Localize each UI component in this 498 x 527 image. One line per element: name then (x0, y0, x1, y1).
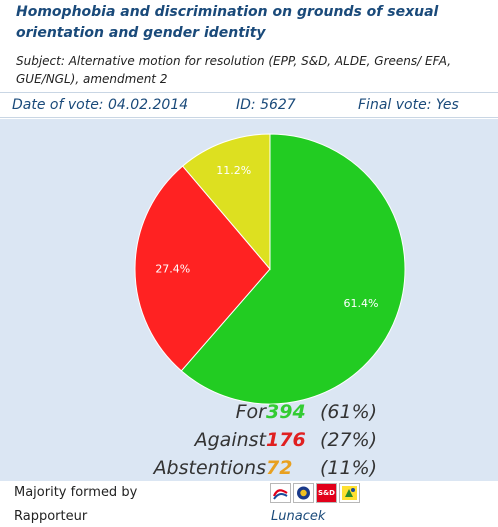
rapporteur-label: Rapporteur (14, 509, 88, 524)
majority-label: Majority formed by (14, 485, 138, 500)
pie-slice-for (180, 133, 406, 405)
results-panel: 61.4% 27.4% 11.2% For 394 (61%) Against 17… (0, 119, 498, 481)
tally-against-label: Against (194, 429, 266, 451)
tally-abstentions-count: 72 (266, 457, 293, 479)
page-title: Homophobia and discrimination on grounds… (16, 4, 439, 41)
tally-for-percent: (61%) (320, 401, 378, 423)
pie-label-against: 27.4% (155, 262, 190, 275)
pie-slice-against (134, 165, 271, 372)
alde-logo-icon (293, 483, 314, 503)
vote-date: Date of vote: 04.02.2014 (12, 97, 189, 113)
footer: Majority formed by S&D Rapporteur Lunac (0, 481, 498, 527)
pie-slice-abstentions (181, 133, 271, 271)
pie-label-for: 61.4% (344, 297, 379, 310)
tally-abstentions-percent: (11%) (320, 457, 378, 479)
tally-abstentions-label: Abstentions (153, 457, 266, 479)
final-vote: Final vote: Yes (358, 97, 459, 113)
greens-logo-icon (339, 483, 360, 503)
vote-subject: Subject: Alternative motion for resoluti… (16, 54, 452, 86)
pie-chart: 61.4% 27.4% 11.2% (134, 133, 406, 405)
tally-for-count: 394 (266, 401, 306, 423)
tally-for-label: For (235, 401, 266, 423)
tally-for: For 394 (61%) (0, 398, 498, 426)
tally-against-percent: (27%) (320, 429, 378, 451)
rapporteur-name: Lunacek (271, 509, 326, 524)
vote-id: ID: 5627 (236, 97, 296, 113)
epp-logo-icon (270, 483, 291, 503)
tally-abstentions: Abstentions 72 (11%) (0, 454, 498, 482)
tally-against-count: 176 (266, 429, 306, 451)
sd-logo-icon: S&D (316, 483, 337, 503)
pie-label-abstentions: 11.2% (216, 164, 251, 177)
vote-info-bar: Date of vote: 04.02.2014 ID: 5627 Final … (0, 92, 498, 118)
sd-logo-text: S&D (318, 489, 335, 497)
tally-against: Against 176 (27%) (0, 426, 498, 454)
